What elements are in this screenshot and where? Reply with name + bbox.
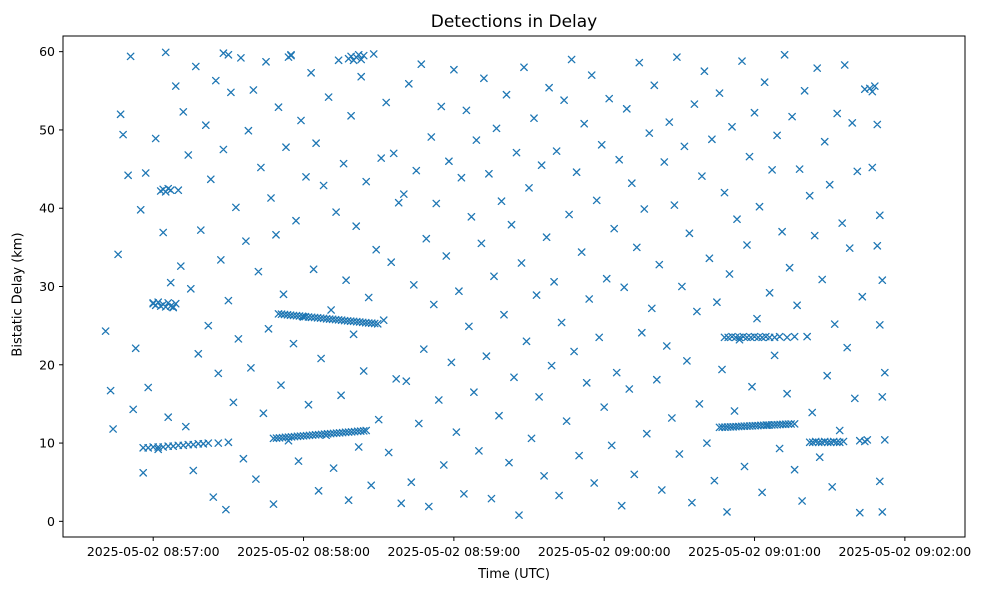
y-tick-label: 60 [39, 44, 55, 59]
x-axis-label: Time (UTC) [478, 567, 550, 582]
x-tick-label: 2025-05-02 08:58:00 [237, 544, 370, 559]
x-tick-label: 2025-05-02 08:59:00 [387, 544, 520, 559]
y-tick-label: 50 [39, 122, 55, 137]
x-tick-label: 2025-05-02 09:02:00 [838, 544, 971, 559]
y-axis-label: Bistatic Delay (km) [10, 232, 26, 357]
x-tick-label: 2025-05-02 09:01:00 [688, 544, 821, 559]
x-tick-label: 2025-05-02 08:57:00 [87, 544, 220, 559]
chart-title: Detections in Delay [430, 12, 598, 32]
plot-frame [62, 35, 966, 538]
scatter-points [101, 48, 889, 519]
y-tick-label: 30 [39, 279, 55, 294]
x-tick-label: 2025-05-02 09:00:00 [538, 544, 671, 559]
y-tick-label: 20 [39, 357, 55, 372]
y-tick-label: 10 [39, 436, 55, 451]
y-tick-label: 0 [47, 514, 55, 529]
y-tick-label: 40 [39, 201, 55, 216]
